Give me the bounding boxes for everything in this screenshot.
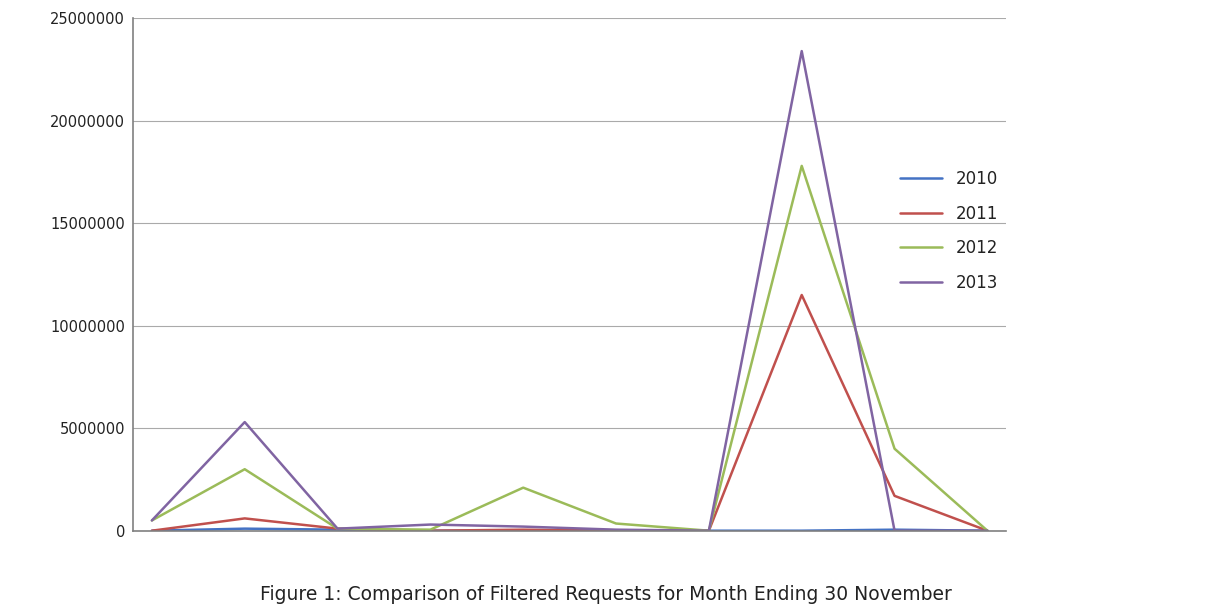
2011 [702, 527, 716, 534]
2010 [331, 526, 345, 533]
2011 [887, 492, 902, 500]
Line: 2011: 2011 [152, 295, 988, 531]
2013 [144, 517, 159, 524]
2010 [238, 525, 252, 533]
Line: 2012: 2012 [152, 166, 988, 531]
Line: 2010: 2010 [152, 529, 988, 531]
2010 [887, 526, 902, 533]
2012 [331, 525, 345, 533]
2011 [794, 292, 808, 299]
2013 [702, 527, 716, 534]
2013 [794, 48, 808, 55]
Legend: 2010, 2011, 2012, 2013: 2010, 2011, 2012, 2013 [901, 170, 997, 292]
2010 [423, 527, 438, 534]
2013 [608, 526, 623, 533]
2011 [516, 526, 531, 533]
2010 [608, 527, 623, 534]
2013 [238, 418, 252, 426]
2013 [331, 525, 345, 533]
2010 [516, 527, 531, 534]
2012 [423, 526, 438, 533]
2011 [144, 527, 159, 534]
Text: Figure 1: Comparison of Filtered Requests for Month Ending 30 November: Figure 1: Comparison of Filtered Request… [261, 585, 951, 604]
2012 [887, 445, 902, 453]
2010 [702, 527, 716, 534]
2010 [794, 527, 808, 534]
2012 [516, 484, 531, 491]
2012 [981, 527, 995, 534]
2010 [144, 527, 159, 534]
2011 [423, 527, 438, 534]
2011 [238, 515, 252, 522]
2011 [608, 527, 623, 534]
2013 [981, 527, 995, 534]
2012 [144, 517, 159, 524]
2012 [794, 162, 808, 170]
2012 [608, 520, 623, 527]
2012 [702, 527, 716, 534]
2013 [423, 521, 438, 528]
2012 [238, 465, 252, 473]
2013 [516, 523, 531, 530]
2011 [981, 527, 995, 534]
2013 [887, 527, 902, 534]
2011 [331, 525, 345, 533]
Line: 2013: 2013 [152, 51, 988, 531]
2010 [981, 527, 995, 534]
